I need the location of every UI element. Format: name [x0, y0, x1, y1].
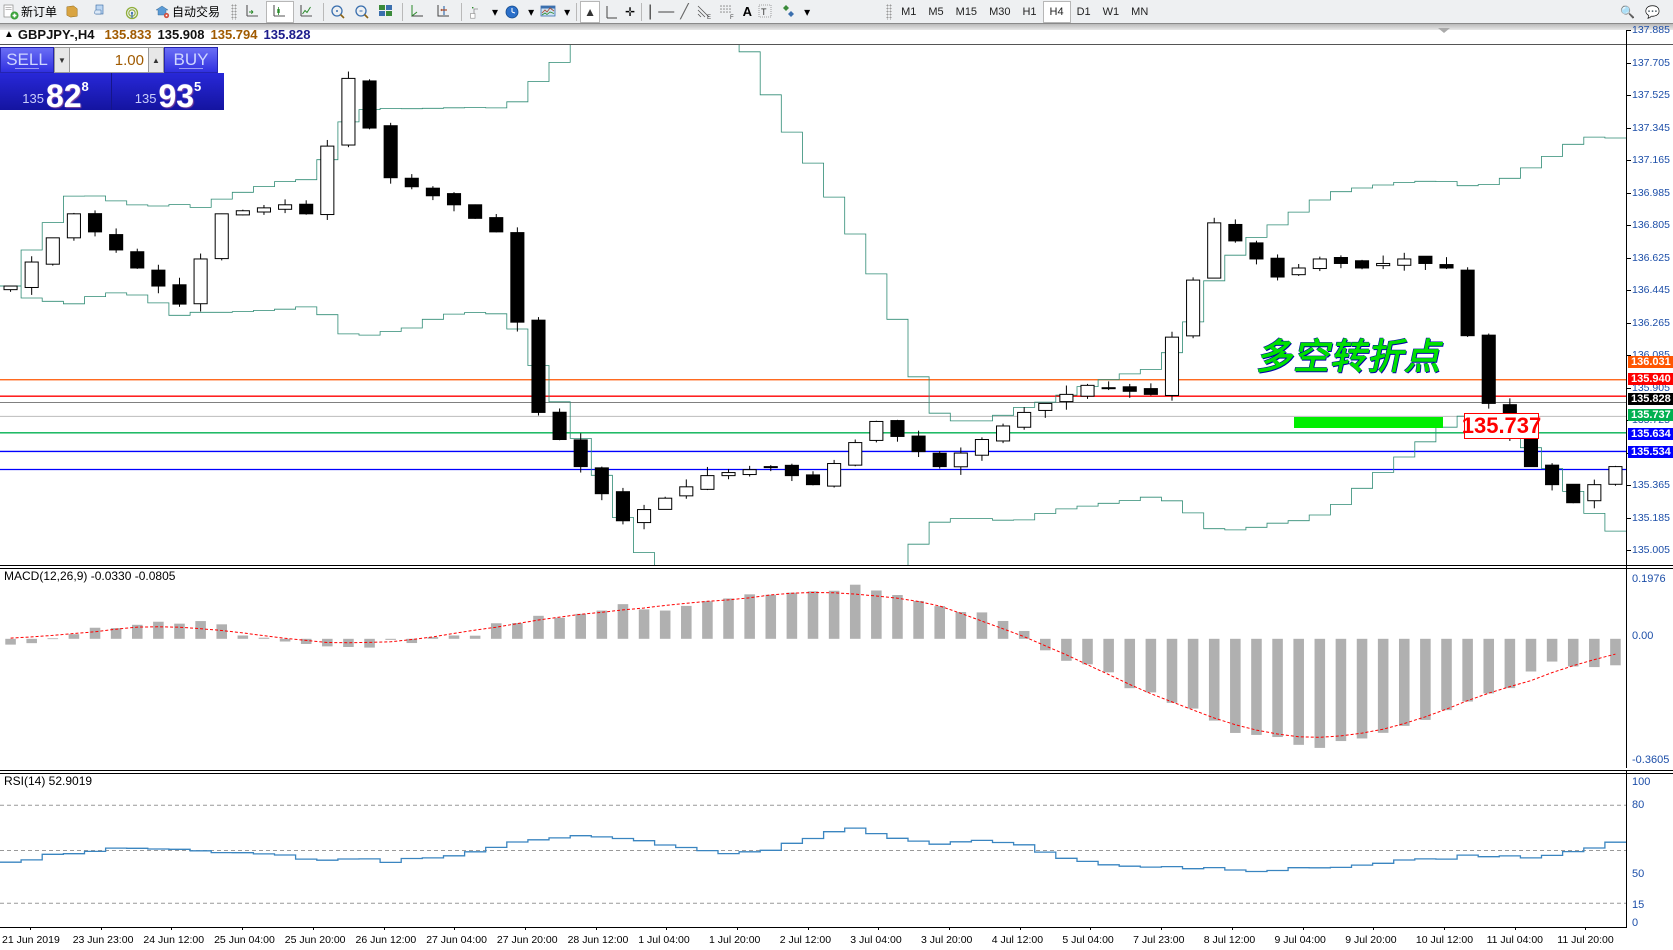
svg-text:F: F: [730, 15, 734, 20]
svg-text:E: E: [707, 15, 711, 20]
svg-text:T: T: [761, 7, 767, 17]
